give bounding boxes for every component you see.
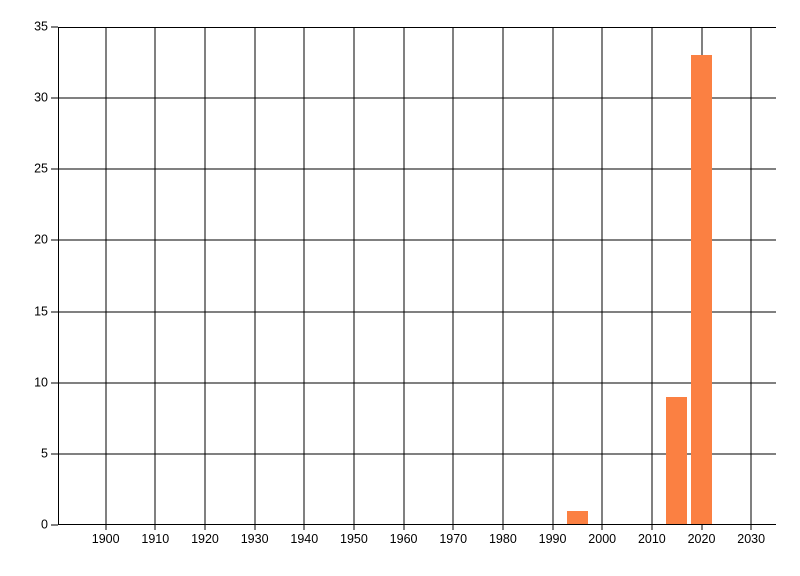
y-tick-label: 20: [34, 232, 48, 247]
x-tick-label: 1930: [240, 532, 269, 546]
y-gridline: [58, 453, 776, 455]
y-tick-mark: [51, 311, 58, 313]
y-tick-mark: [51, 524, 58, 526]
bar: [566, 510, 588, 525]
y-gridline: [58, 168, 776, 170]
x-gridline: [601, 27, 603, 530]
y-tick-label: 25: [34, 161, 48, 176]
x-tick-label: 1970: [439, 532, 468, 546]
y-tick-label: 10: [34, 374, 48, 389]
x-tick-label: 1920: [191, 532, 219, 546]
x-tick-label: 1990: [538, 532, 567, 546]
x-gridline: [552, 27, 554, 530]
x-tick-label: 1910: [141, 532, 170, 546]
top-border-line: [58, 27, 776, 28]
x-gridline: [254, 27, 256, 530]
x-tick-label: 1980: [488, 532, 517, 546]
x-tick-label: 1960: [389, 532, 418, 546]
x-gridline: [204, 27, 206, 530]
x-tick-label: 2020: [687, 532, 716, 546]
y-tick-mark: [51, 26, 58, 28]
x-tick-label: 1940: [290, 532, 319, 546]
y-tick-label: 15: [34, 303, 48, 318]
x-tick-label: 2010: [637, 532, 666, 546]
x-gridline: [403, 27, 405, 530]
y-tick-mark: [51, 97, 58, 99]
y-tick-mark: [51, 382, 58, 384]
x-gridline: [154, 27, 156, 530]
x-axis-line: [58, 524, 776, 525]
x-tick-label: 1900: [91, 532, 120, 546]
y-tick-mark: [51, 239, 58, 241]
x-gridline: [353, 27, 355, 530]
y-tick-mark: [51, 168, 58, 170]
y-tick-mark: [51, 453, 58, 455]
y-tick-label: 5: [41, 446, 48, 461]
x-tick-label: 1950: [340, 532, 368, 546]
y-gridline: [58, 382, 776, 384]
bar: [691, 55, 712, 525]
y-gridline: [58, 97, 776, 99]
plot-area: 1900 1910 1920 1930 1940 1950 1960 1970 1980 1990…: [34, 20, 776, 545]
y-tick-label: 35: [34, 19, 48, 34]
y-tick-label: 0: [41, 517, 48, 532]
x-gridline: [651, 27, 653, 530]
x-tick-label: 2000: [588, 532, 617, 546]
y-axis-line: [58, 27, 59, 525]
x-gridline: [502, 27, 504, 530]
y-gridline: [58, 239, 776, 241]
x-gridline: [452, 27, 454, 530]
x-gridline: [105, 27, 107, 530]
x-gridline: [303, 27, 305, 530]
x-gridline: [750, 27, 752, 530]
y-gridline: [58, 311, 776, 313]
x-tick-label: 2030: [737, 532, 766, 546]
bar: [666, 396, 688, 525]
y-tick-label: 30: [34, 90, 48, 105]
